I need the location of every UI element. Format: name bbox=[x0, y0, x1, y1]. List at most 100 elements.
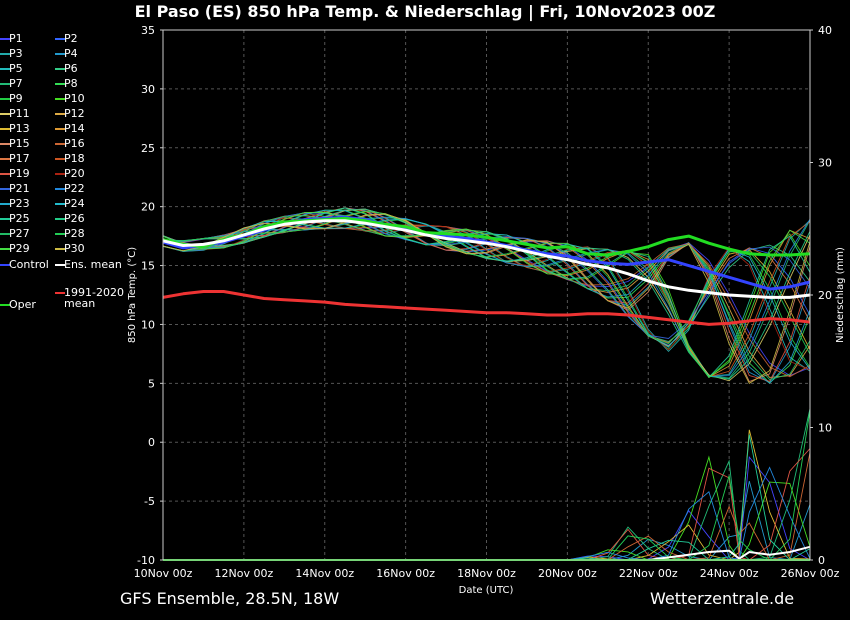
legend-item-p8-label: P8 bbox=[64, 77, 78, 90]
legend-item-p12-label: P12 bbox=[64, 107, 85, 120]
legend-item-p23-label: P23 bbox=[9, 197, 30, 210]
y-tick-label: 10 bbox=[141, 318, 155, 331]
x-tick-label: 20Nov 00z bbox=[538, 567, 597, 580]
climate-mean-line bbox=[162, 290, 811, 326]
legend-item-p28-swatch bbox=[55, 233, 65, 235]
legend-item-climate-mean-swatch bbox=[55, 292, 65, 294]
legend-item-p30-label: P30 bbox=[64, 242, 85, 255]
legend-item-p19-label: P19 bbox=[9, 167, 30, 180]
legend-item-p9-swatch bbox=[0, 98, 10, 100]
legend-item-p9-label: P9 bbox=[9, 92, 23, 105]
x-tick-label: 26Nov 00z bbox=[781, 567, 840, 580]
y-tick-label: 20 bbox=[141, 201, 155, 214]
legend-item-p3-swatch bbox=[0, 53, 10, 55]
legend-item-p1-label: P1 bbox=[9, 32, 23, 45]
y-tick-label: -5 bbox=[144, 495, 155, 508]
legend-item-oper-label: Oper bbox=[9, 298, 36, 311]
legend-item-p2-swatch bbox=[55, 38, 65, 40]
legend-item-p10-label: P10 bbox=[64, 92, 85, 105]
chart-title: El Paso (ES) 850 hPa Temp. & Niederschla… bbox=[134, 2, 716, 21]
legend-item-p24-label: P24 bbox=[64, 197, 85, 210]
precip-member-line bbox=[163, 455, 811, 561]
member-line-P28 bbox=[162, 210, 811, 355]
legend-item-p28-label: P28 bbox=[64, 227, 85, 240]
y-axis-label: 850 hPa Temp. (°C) bbox=[127, 247, 138, 343]
precipitation-series bbox=[163, 408, 811, 561]
legend-item-p10-swatch bbox=[55, 98, 65, 100]
legend-item-control-swatch bbox=[0, 264, 10, 266]
legend-item-p14-label: P14 bbox=[64, 122, 85, 135]
x-tick-label: 24Nov 00z bbox=[700, 567, 759, 580]
legend-item-p26-swatch bbox=[55, 218, 65, 220]
legend-item-p20-swatch bbox=[55, 173, 65, 175]
legend-item-p1-swatch bbox=[0, 38, 10, 40]
legend-item-p7-swatch bbox=[0, 83, 10, 85]
legend-item-p24-swatch bbox=[55, 203, 65, 205]
legend-item-p16-swatch bbox=[55, 143, 65, 145]
legend-item-ens-mean-label: Ens. mean bbox=[64, 258, 122, 271]
y2-tick-label: 0 bbox=[818, 554, 825, 567]
x-tick-label: 14Nov 00z bbox=[295, 567, 354, 580]
legend-item-p5-label: P5 bbox=[9, 62, 23, 75]
legend-item-p27-swatch bbox=[0, 233, 10, 235]
legend-item-p15-label: P15 bbox=[9, 137, 30, 150]
legend-item-p13-swatch bbox=[0, 128, 10, 130]
legend-item-p20-label: P20 bbox=[64, 167, 85, 180]
precip-member-line bbox=[163, 408, 811, 561]
source-link[interactable]: Wetterzentrale.de bbox=[650, 589, 795, 608]
x-axis-label: Date (UTC) bbox=[459, 585, 514, 596]
y2-tick-label: 20 bbox=[818, 289, 832, 302]
y2-tick-label: 30 bbox=[818, 157, 832, 170]
legend-item-p16-label: P16 bbox=[64, 137, 85, 150]
legend-item-p27-label: P27 bbox=[9, 227, 30, 240]
legend-item-oper-swatch bbox=[0, 304, 10, 306]
legend-item-p5-swatch bbox=[0, 68, 10, 70]
legend-item-p21-label: P21 bbox=[9, 182, 30, 195]
legend-item-p25-label: P25 bbox=[9, 212, 30, 225]
legend-item-p18-swatch bbox=[55, 158, 65, 160]
x-tick-label: 10Nov 00z bbox=[134, 567, 193, 580]
y-tick-label: 35 bbox=[141, 24, 155, 37]
x-tick-label: 18Nov 00z bbox=[457, 567, 516, 580]
legend-item-p21-swatch bbox=[0, 188, 10, 190]
legend-item-p4-swatch bbox=[55, 53, 65, 55]
y-tick-label: 15 bbox=[141, 260, 155, 273]
legend-item-p18-label: P18 bbox=[64, 152, 85, 165]
legend-item-p17-label: P17 bbox=[9, 152, 30, 165]
legend-item-p8-swatch bbox=[55, 83, 65, 85]
legend-item-p30-swatch bbox=[55, 248, 65, 250]
legend-item-p17-swatch bbox=[0, 158, 10, 160]
main-series bbox=[162, 215, 811, 326]
legend-item-p3-label: P3 bbox=[9, 47, 23, 60]
legend-item-p2-label: P2 bbox=[64, 32, 78, 45]
y2-axis-label: Niederschlag (mm) bbox=[835, 247, 846, 343]
y-tick-label: -10 bbox=[137, 554, 155, 567]
legend-item-p11-label: P11 bbox=[9, 107, 30, 120]
legend-item-climate-mean-label-2: mean bbox=[64, 297, 96, 310]
legend-item-p6-label: P6 bbox=[64, 62, 78, 75]
tick-labels: -10 -5 0 5 10 15 20 25 30 35 10Nov 00z 12Nov 00z 14N… bbox=[134, 24, 840, 580]
x-tick-label: 16Nov 00z bbox=[376, 567, 435, 580]
legend-item-p19-swatch bbox=[0, 173, 10, 175]
y2-tick-label: 40 bbox=[818, 24, 832, 37]
y-tick-label: 0 bbox=[148, 436, 155, 449]
legend-item-p7-label: P7 bbox=[9, 77, 23, 90]
precip-member-line bbox=[163, 455, 811, 561]
y-tick-label: 30 bbox=[141, 83, 155, 96]
legend-item-p25-swatch bbox=[0, 218, 10, 220]
legend-item-p23-swatch bbox=[0, 203, 10, 205]
legend-item-p22-swatch bbox=[55, 188, 65, 190]
legend-item-p29-swatch bbox=[0, 248, 10, 250]
x-tick-label: 22Nov 00z bbox=[619, 567, 678, 580]
y-tick-label: 25 bbox=[141, 142, 155, 155]
y-tick-label: 5 bbox=[148, 377, 155, 390]
oper-line bbox=[162, 216, 811, 257]
model-info: GFS Ensemble, 28.5N, 18W bbox=[120, 589, 340, 608]
ens-mean-line bbox=[162, 219, 811, 299]
y2-tick-label: 10 bbox=[818, 422, 832, 435]
member-line-P27 bbox=[162, 215, 811, 381]
legend-item-p13-label: P13 bbox=[9, 122, 30, 135]
x-tick-label: 12Nov 00z bbox=[215, 567, 274, 580]
legend-item-ens-mean-swatch bbox=[55, 264, 65, 266]
